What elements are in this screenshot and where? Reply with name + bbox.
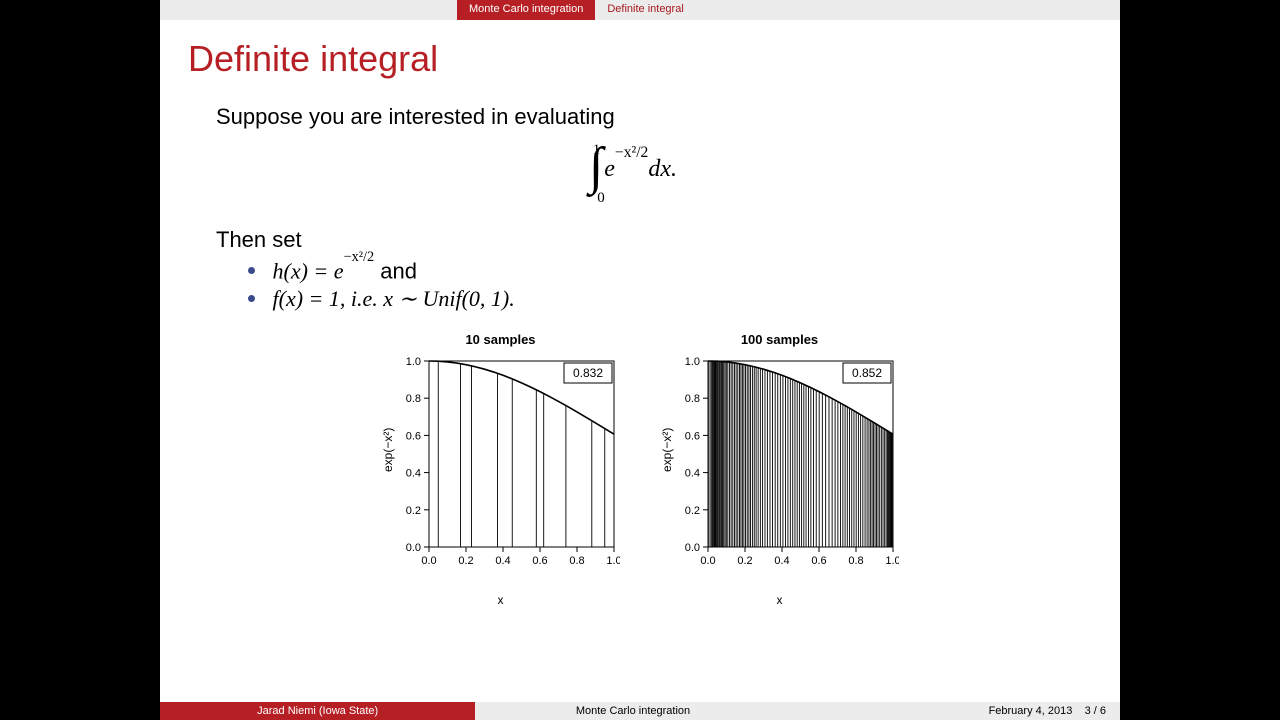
svg-text:1.0: 1.0 [885, 555, 899, 567]
svg-text:0.0: 0.0 [700, 555, 715, 567]
page-title: Definite integral [188, 38, 1092, 80]
display-equation: ∫01e−x²/2dx. [188, 141, 1092, 211]
integrand-base: e [604, 156, 615, 182]
chart-right-svg: 0.0 0.2 0.4 0.6 0.8 1.0 0.0 0.2 0.4 0.6 0.8 1.0 0.85… [674, 355, 899, 575]
integrand-exp: −x²/2 [615, 144, 648, 161]
svg-text:0.0: 0.0 [685, 542, 700, 554]
bullet-list: h(x) = e−x²/2 and f(x) = 1, i.e. x ∼ Uni… [188, 258, 1092, 312]
charts-row: 10 samples exp(−x²) 0.00.20.40.60.81.00.… [188, 332, 1092, 607]
footer-right: February 4, 2013 3 / 6 [791, 702, 1120, 720]
nav-subsection[interactable]: Definite integral [595, 0, 695, 20]
nav-section[interactable]: Monte Carlo integration [457, 0, 595, 20]
svg-text:0.6: 0.6 [532, 555, 547, 567]
slide-content: Definite integral Suppose you are intere… [160, 20, 1120, 702]
chart-ylabel: exp(−x²) [660, 458, 674, 472]
svg-text:0.6: 0.6 [685, 430, 700, 442]
chart-xlabel: x [498, 593, 504, 607]
svg-text:0.4: 0.4 [495, 555, 510, 567]
footer-page: 3 / 6 [1085, 705, 1106, 717]
integral-upper: 1 [593, 142, 601, 158]
svg-text:0.2: 0.2 [737, 555, 752, 567]
svg-text:0.852: 0.852 [852, 366, 882, 380]
svg-text:1.0: 1.0 [685, 356, 700, 368]
nav-spacer [160, 0, 457, 20]
top-nav: Monte Carlo integration Definite integra… [160, 0, 1120, 20]
integral-lower: 0 [597, 190, 605, 206]
svg-text:0.4: 0.4 [406, 468, 421, 480]
then-text: Then set [188, 225, 1092, 256]
svg-text:0.6: 0.6 [406, 430, 421, 442]
svg-text:1.0: 1.0 [406, 356, 421, 368]
chart-xlabel: x [777, 593, 783, 607]
svg-text:0.4: 0.4 [774, 555, 789, 567]
footer: Jarad Niemi (Iowa State) Monte Carlo int… [160, 702, 1120, 720]
svg-text:0.8: 0.8 [569, 555, 584, 567]
svg-text:0.0: 0.0 [421, 555, 436, 567]
chart-ylabel: exp(−x²) [381, 458, 395, 472]
chart-left-title: 10 samples [465, 332, 535, 347]
intro-text: Suppose you are interested in evaluating [188, 102, 1092, 133]
footer-author: Jarad Niemi (Iowa State) [160, 702, 475, 720]
svg-text:0.2: 0.2 [685, 505, 700, 517]
svg-text:0.8: 0.8 [848, 555, 863, 567]
bullet-lhs: h(x) = e [273, 258, 344, 283]
integrand: e−x²/2dx. [604, 156, 677, 182]
svg-text:0.832: 0.832 [573, 366, 603, 380]
chart-right: 100 samples exp(−x²) 0.00.20.40.60.81.00… [660, 332, 899, 607]
bullet-text: f(x) = 1, i.e. x ∼ Unif(0, 1). [273, 286, 515, 311]
svg-text:1.0: 1.0 [606, 555, 620, 567]
footer-date: February 4, 2013 [989, 705, 1073, 717]
chart-right-title: 100 samples [741, 332, 818, 347]
footer-title: Monte Carlo integration [475, 702, 790, 720]
bullet-item: f(x) = 1, i.e. x ∼ Unif(0, 1). [248, 286, 1092, 312]
slide: Monte Carlo integration Definite integra… [160, 0, 1120, 720]
svg-text:0.6: 0.6 [811, 555, 826, 567]
bullet-item: h(x) = e−x²/2 and [248, 258, 1092, 284]
svg-text:0.8: 0.8 [406, 393, 421, 405]
integrand-dx: dx. [648, 156, 677, 182]
svg-text:0.0: 0.0 [406, 542, 421, 554]
bullet-exp: −x²/2 [344, 249, 375, 265]
svg-text:0.4: 0.4 [685, 468, 700, 480]
chart-left: 10 samples exp(−x²) 0.00.20.40.60.81.00.… [381, 332, 620, 607]
svg-text:0.8: 0.8 [685, 393, 700, 405]
svg-text:0.2: 0.2 [406, 505, 421, 517]
bullet-rhs: and [374, 258, 417, 283]
chart-left-svg: 0.0 0.2 0.4 0.6 0.8 1.0 0.0 0.2 0.4 0.6 0.8 1.0 0.83… [395, 355, 620, 575]
svg-text:0.2: 0.2 [458, 555, 473, 567]
